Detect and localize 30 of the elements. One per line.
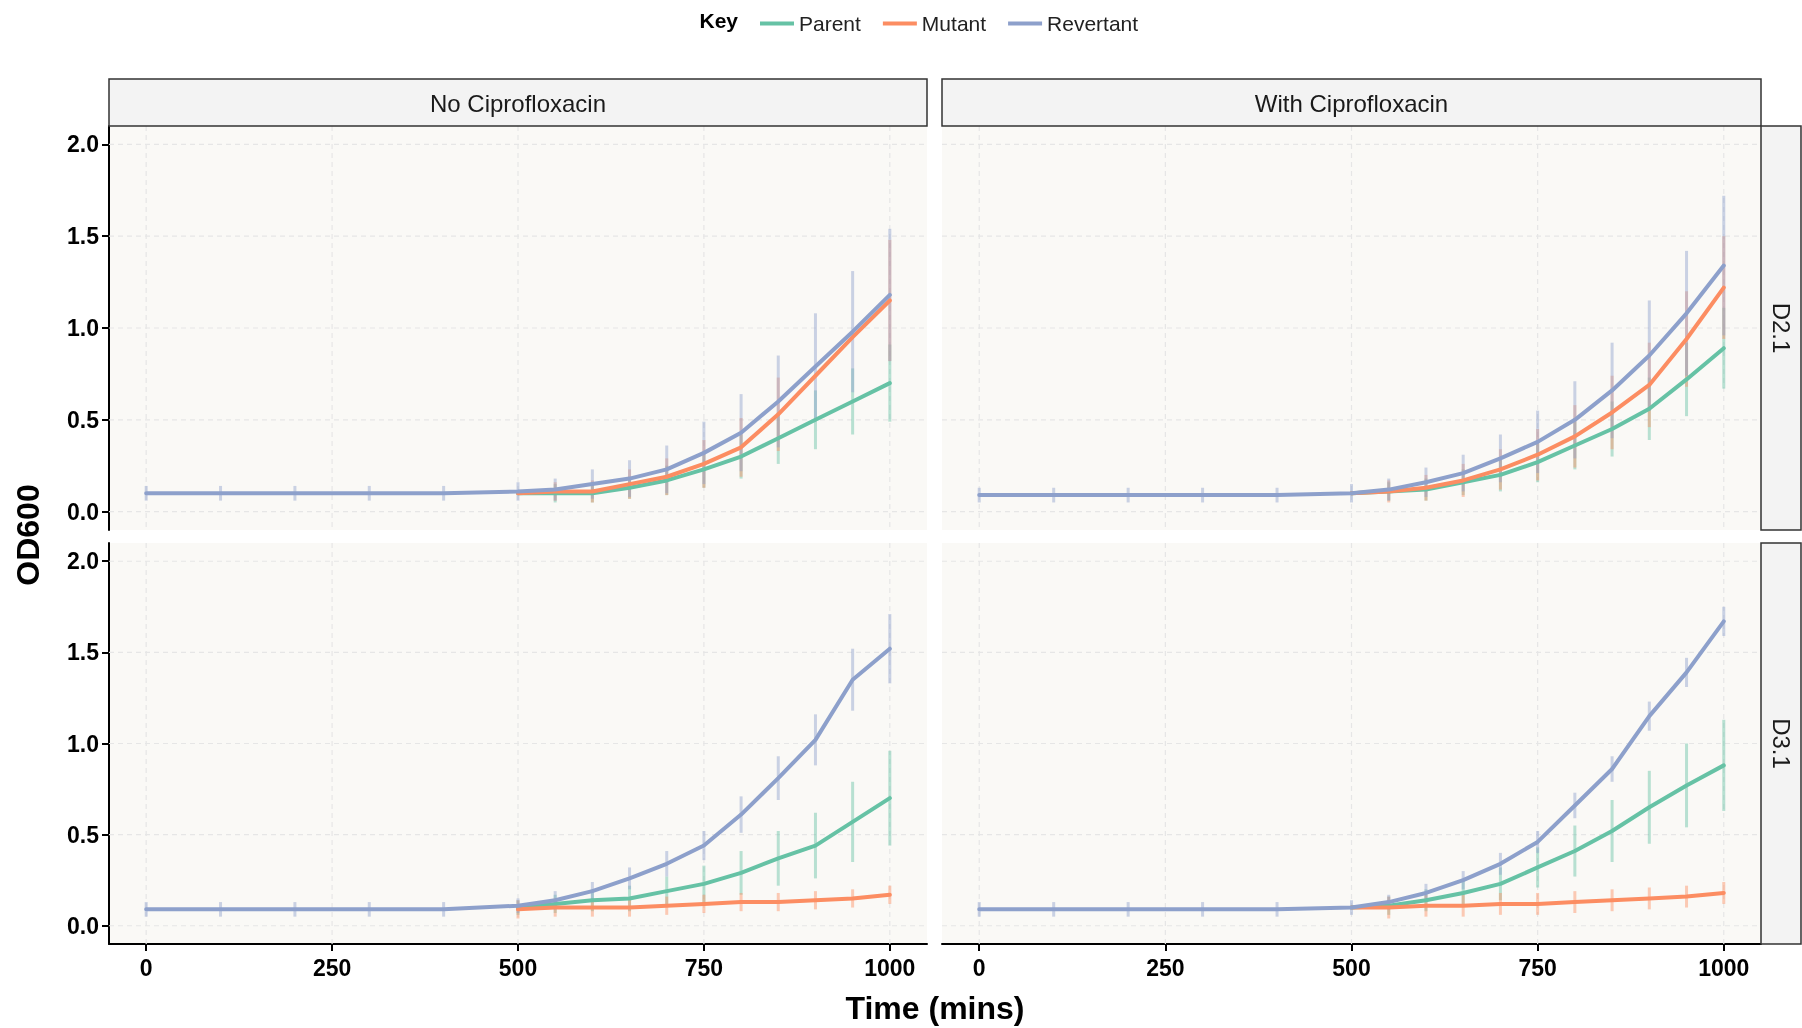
legend-label: Revertant (1047, 12, 1139, 35)
y-tick-label: 0.5 (67, 406, 100, 433)
x-tick-label: 500 (498, 954, 538, 981)
legend-label: Mutant (921, 12, 987, 35)
y-tick-label: 1.0 (67, 730, 99, 757)
legend-title: Key (699, 8, 739, 32)
x-tick-label: 250 (312, 954, 352, 981)
text: D3.1 (1767, 718, 1795, 769)
chart-title: No Ciprofloxacin (429, 89, 607, 117)
y-tick-label: 1.5 (67, 639, 100, 666)
x-tick-label: 250 (1146, 954, 1185, 981)
y-tick-label: 2.0 (67, 131, 99, 158)
legend-label: Parent (799, 12, 862, 35)
y-tick-label: 0.0 (67, 912, 99, 939)
x-tick-label: 750 (1518, 954, 1557, 981)
x-tick-label: 0 (139, 954, 153, 981)
x-tick-label: 500 (1332, 954, 1371, 981)
y-axis-title: OD600 (10, 484, 46, 586)
y-tick-label: 2.0 (67, 548, 99, 575)
x-tick-label: 1000 (1698, 954, 1750, 981)
text: D2.1 (1767, 302, 1795, 354)
chart-title: With Ciprofloxacin (1254, 89, 1449, 117)
x-axis-title: Time (mins) (845, 990, 1025, 1026)
y-tick-label: 1.0 (67, 315, 99, 341)
y-tick-label: 0.0 (67, 498, 99, 525)
y-tick-label: 0.5 (67, 821, 100, 848)
x-tick-label: 0 (972, 954, 986, 981)
x-tick-label: 1000 (864, 954, 916, 981)
y-tick-label: 1.5 (67, 223, 100, 250)
x-tick-label: 750 (684, 954, 724, 981)
